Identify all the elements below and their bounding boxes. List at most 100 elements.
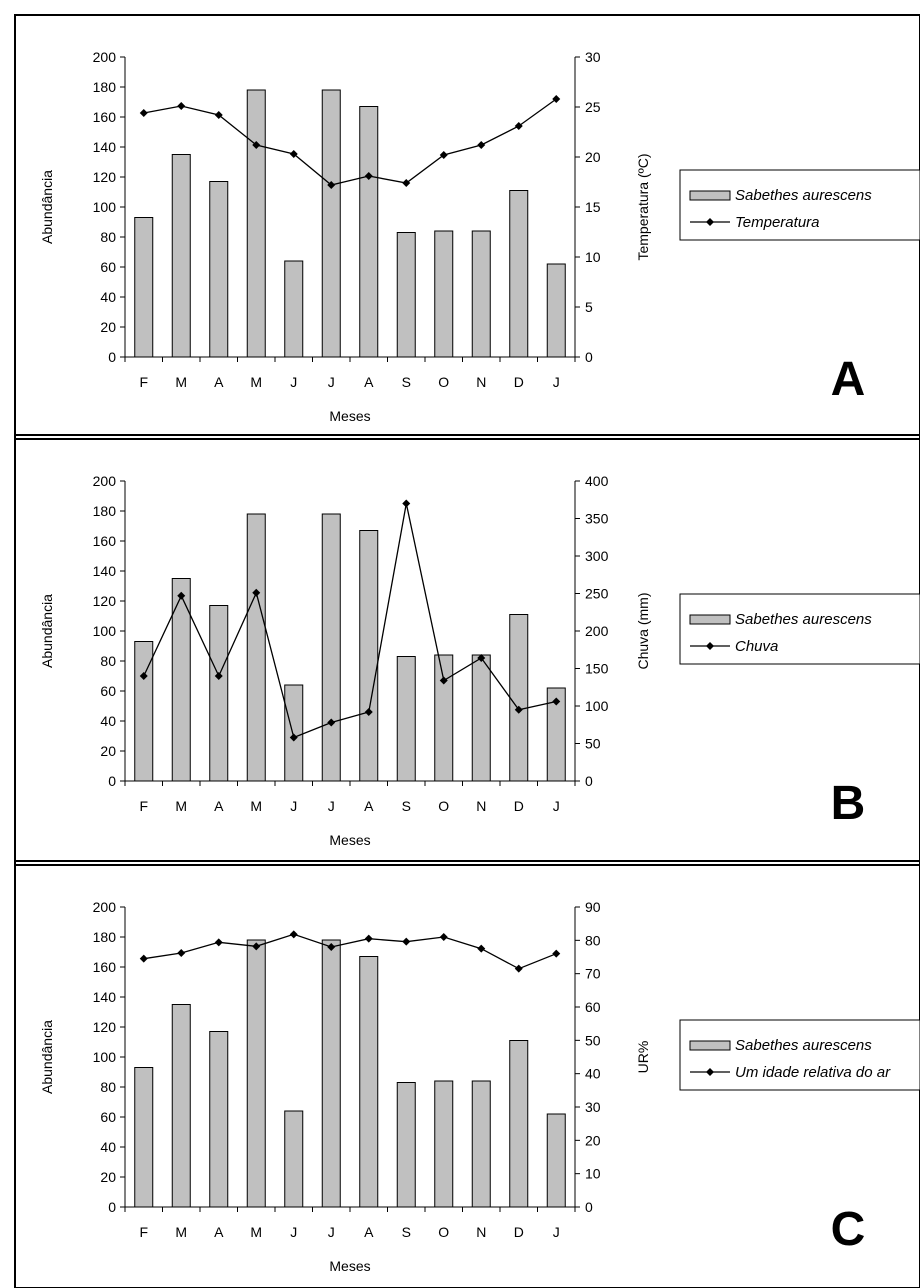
y2-tick-label: 250 xyxy=(585,586,609,602)
line-marker xyxy=(477,141,486,149)
bar xyxy=(246,89,266,358)
legend-bar-swatch xyxy=(689,614,731,625)
bar xyxy=(209,181,229,358)
line-marker xyxy=(327,943,336,951)
y2-tick-label: 0 xyxy=(585,1199,593,1215)
line-marker xyxy=(214,938,223,947)
y2-tick-label: 25 xyxy=(585,99,601,115)
line-marker xyxy=(252,588,261,597)
y-tick-label: 140 xyxy=(93,563,117,579)
bar xyxy=(471,230,491,358)
y-tick-label: 200 xyxy=(93,899,117,915)
y2-tick-label: 400 xyxy=(585,473,609,489)
x-tick-label: O xyxy=(438,798,449,814)
bar xyxy=(321,89,341,358)
bar xyxy=(321,513,341,782)
x-tick-label: F xyxy=(139,374,148,390)
y-tick-label: 0 xyxy=(108,349,116,365)
x-tick-label: M xyxy=(175,1224,187,1240)
line-series xyxy=(143,98,557,186)
x-tick-label: M xyxy=(175,798,187,814)
y-tick-label: 80 xyxy=(100,653,116,669)
bar xyxy=(396,232,416,358)
y2-tick-label: 90 xyxy=(585,899,601,915)
y-tick-label: 100 xyxy=(93,623,117,639)
x-tick-label: D xyxy=(514,1224,524,1240)
y-tick-label: 180 xyxy=(93,79,117,95)
bar xyxy=(546,263,566,358)
bar xyxy=(171,154,191,358)
y-tick-label: 40 xyxy=(100,1139,116,1155)
bar xyxy=(546,1113,566,1208)
line-marker xyxy=(364,172,373,180)
y-tick-label: 20 xyxy=(100,1169,116,1185)
y2-tick-label: 10 xyxy=(585,1166,601,1182)
line-marker xyxy=(439,151,448,159)
bar xyxy=(396,656,416,782)
y2-tick-label: 20 xyxy=(585,149,601,165)
line-marker xyxy=(327,718,336,727)
y2-tick-label: 0 xyxy=(585,773,593,789)
line-marker xyxy=(514,964,523,973)
y-tick-label: 100 xyxy=(93,199,117,215)
line-marker xyxy=(289,930,298,939)
chart-panel-B: 0 20 40 60 80 100 120 140 160 180 200 0 50 100 150 200 2… xyxy=(14,438,920,862)
y2-tick-label: 60 xyxy=(585,999,601,1015)
x-tick-label: J xyxy=(328,1224,335,1240)
y2-axis-title: Temperatura (ºC) xyxy=(635,153,651,260)
x-tick-label: A xyxy=(364,798,374,814)
x-axis-title: Meses xyxy=(329,832,370,848)
panel-border xyxy=(14,438,920,862)
y-tick-label: 120 xyxy=(93,593,117,609)
y-tick-label: 160 xyxy=(93,959,117,975)
y-tick-label: 60 xyxy=(100,1109,116,1125)
line-marker xyxy=(552,95,561,103)
legend-line-label: Um idade relativa do ar xyxy=(735,1064,891,1081)
x-tick-label: D xyxy=(514,374,524,390)
bar xyxy=(471,654,491,782)
line-marker xyxy=(439,933,448,941)
line-marker xyxy=(477,654,486,662)
x-tick-label: F xyxy=(139,798,148,814)
line-marker xyxy=(514,122,523,130)
line-marker xyxy=(289,150,298,158)
bar xyxy=(134,217,154,358)
y2-tick-label: 100 xyxy=(585,698,609,714)
line-marker xyxy=(327,181,336,189)
y2-tick-label: 50 xyxy=(585,736,601,752)
y2-tick-label: 30 xyxy=(585,1099,601,1115)
legend-line-marker xyxy=(706,1068,714,1076)
x-tick-label: J xyxy=(553,1224,560,1240)
y-tick-label: 20 xyxy=(100,319,116,335)
bar xyxy=(359,956,379,1208)
line-marker xyxy=(252,141,261,149)
y-tick-label: 60 xyxy=(100,259,116,275)
panel-border xyxy=(14,864,920,1288)
legend-line-marker xyxy=(706,218,714,226)
legend-box xyxy=(679,593,920,665)
bar xyxy=(284,684,304,782)
legend-bar-label: Sabethes aurescens xyxy=(735,611,872,628)
y-tick-label: 80 xyxy=(100,1079,116,1095)
x-tick-label: J xyxy=(290,798,297,814)
x-tick-label: A xyxy=(214,374,224,390)
y2-tick-label: 70 xyxy=(585,966,601,982)
line-marker xyxy=(214,111,223,119)
line-marker xyxy=(139,672,148,680)
y-tick-label: 200 xyxy=(93,473,117,489)
x-tick-label: D xyxy=(514,798,524,814)
line-marker xyxy=(177,102,186,110)
panel-letter: B xyxy=(831,777,866,830)
legend-line-label: Chuva xyxy=(735,638,778,655)
legend-box xyxy=(679,1019,920,1091)
line-marker xyxy=(177,591,186,600)
bar xyxy=(209,1031,229,1208)
bar xyxy=(509,614,529,782)
x-tick-label: F xyxy=(139,1224,148,1240)
y-tick-label: 0 xyxy=(108,773,116,789)
y2-tick-label: 300 xyxy=(585,548,609,564)
line-marker xyxy=(514,705,523,714)
bar xyxy=(246,939,266,1208)
y-tick-label: 140 xyxy=(93,139,117,155)
legend-line-marker xyxy=(706,642,714,650)
